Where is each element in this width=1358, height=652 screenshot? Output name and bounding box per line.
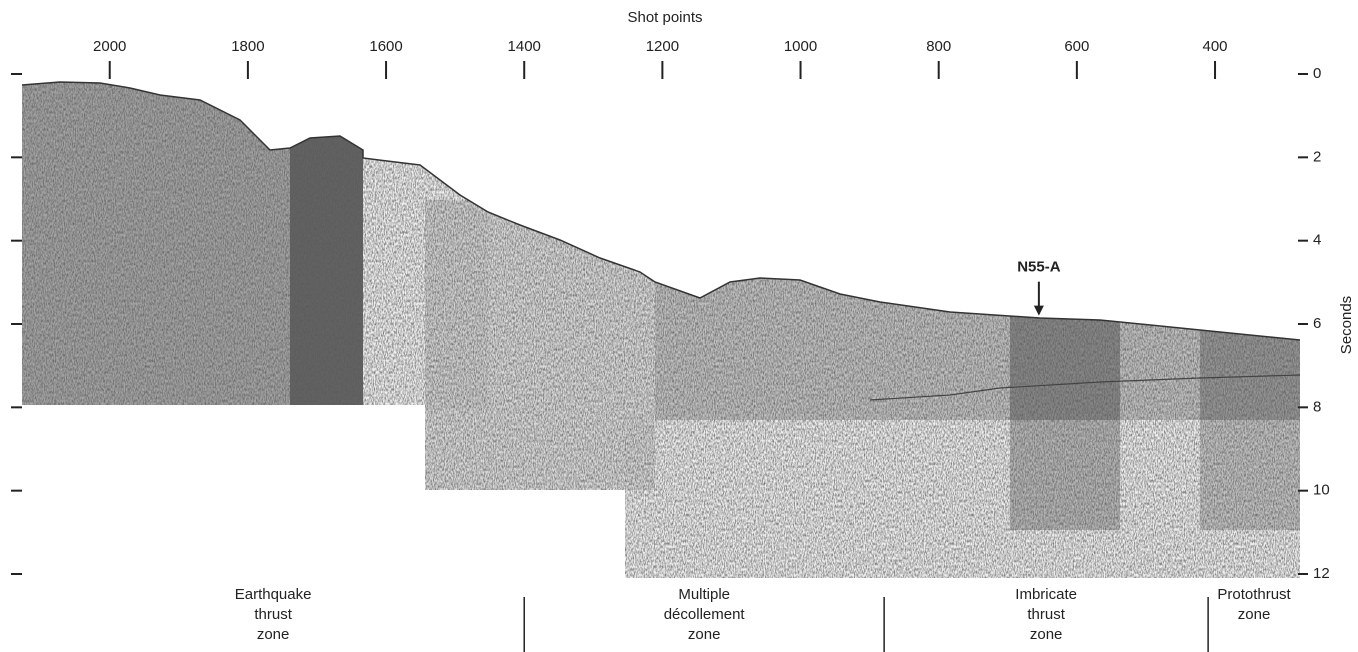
reflector xyxy=(869,374,1301,401)
seafloor xyxy=(21,81,1301,341)
y-tick-label: 2 xyxy=(1313,148,1321,165)
x-tick-label: 2000 xyxy=(93,38,126,55)
seismic-image xyxy=(22,82,1300,578)
y-tick-label: 4 xyxy=(1313,232,1321,249)
x-tick-label: 1000 xyxy=(784,38,817,55)
x-tick-label: 1400 xyxy=(508,38,541,55)
x-tick-label: 600 xyxy=(1064,38,1089,55)
x-tick-label: 1200 xyxy=(646,38,679,55)
y-tick-label: 6 xyxy=(1313,315,1321,332)
y-tick-label: 12 xyxy=(1313,565,1330,582)
site-label: N55-A xyxy=(1017,259,1061,276)
y-tick-label: 8 xyxy=(1313,398,1321,415)
x-tick-label: 800 xyxy=(926,38,951,55)
x-tick-label: 400 xyxy=(1203,38,1228,55)
site-arrowhead xyxy=(1033,305,1044,316)
x-tick-label: 1600 xyxy=(369,38,402,55)
zone-label: thrust xyxy=(254,606,292,623)
zone-label: Multiple xyxy=(678,586,730,603)
zone-label: zone xyxy=(257,626,290,643)
x-tick-label: 1800 xyxy=(231,38,264,55)
zone-label: Imbricate xyxy=(1015,586,1077,603)
zone-label: zone xyxy=(688,626,721,643)
zone-label: thrust xyxy=(1027,606,1065,623)
y-tick-label: 10 xyxy=(1313,482,1330,499)
zone-label: zone xyxy=(1238,606,1271,623)
zone-label: décollement xyxy=(664,606,746,623)
top-axis-title: Shot points xyxy=(627,9,702,26)
zone-label: Protothrust xyxy=(1217,586,1291,603)
zone-label: Earthquake xyxy=(235,586,312,603)
zone-label: zone xyxy=(1030,626,1063,643)
right-axis-title: Seconds xyxy=(1338,296,1355,354)
y-tick-label: 0 xyxy=(1313,65,1321,82)
